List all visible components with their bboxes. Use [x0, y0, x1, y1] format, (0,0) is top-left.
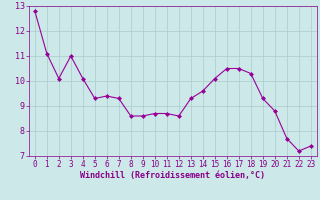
- X-axis label: Windchill (Refroidissement éolien,°C): Windchill (Refroidissement éolien,°C): [80, 171, 265, 180]
